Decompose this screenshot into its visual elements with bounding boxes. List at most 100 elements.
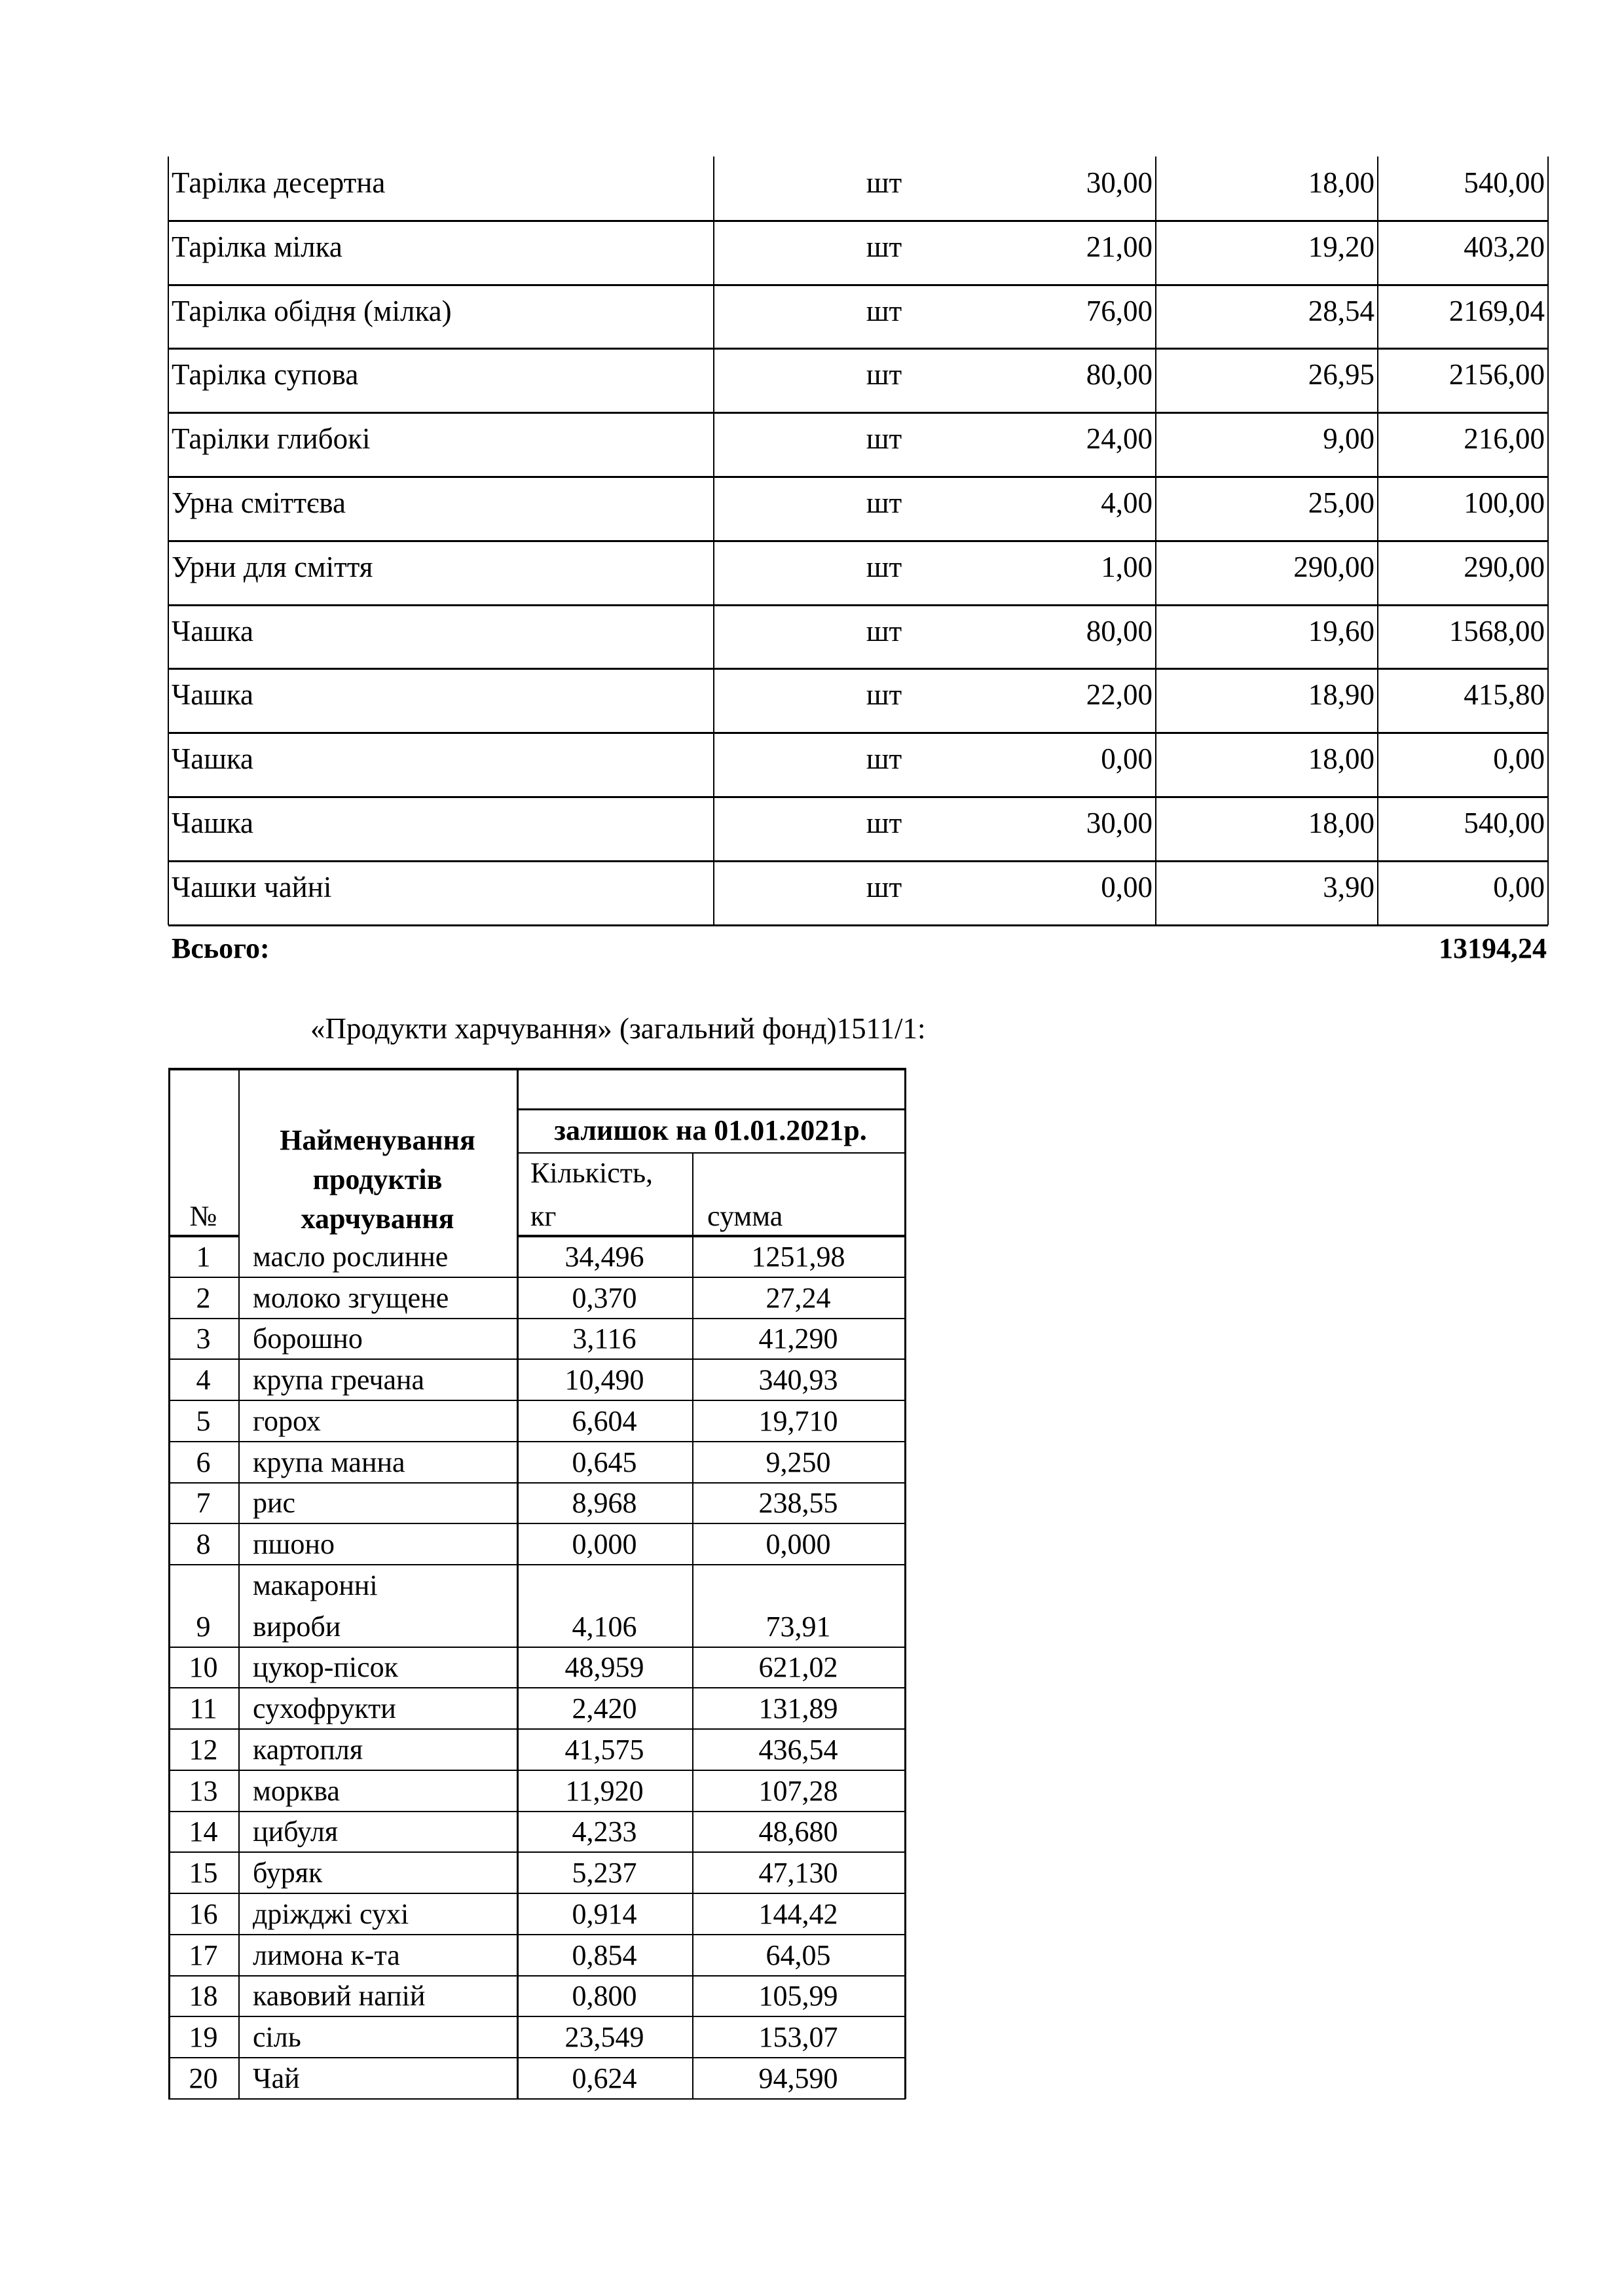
cell-unit: шт [866, 230, 902, 263]
cell-qty: 1,00 [1101, 551, 1153, 583]
cell-n: 19 [189, 2021, 218, 2053]
column-divider [692, 1152, 693, 2099]
cell-n: 8 [196, 1528, 211, 1560]
cell-qty: 24,00 [1086, 422, 1153, 455]
cell-unit: шт [866, 871, 902, 903]
row-divider [168, 348, 1548, 350]
cell-unit: шт [866, 486, 902, 519]
cell-qty: 3,116 [572, 1322, 637, 1355]
cell-sum: 48,680 [758, 1815, 838, 1848]
row-divider [168, 2098, 906, 2100]
cell-sum: 290,00 [1464, 551, 1545, 583]
row-divider [168, 860, 1548, 862]
cell-sum: 107,28 [758, 1775, 838, 1807]
cell-sum: 415,80 [1464, 678, 1545, 711]
row-divider [168, 1235, 238, 1237]
cell-qty: 8,968 [572, 1487, 637, 1519]
cell-sum: 9,250 [766, 1446, 831, 1478]
cell-sum: 0,00 [1493, 871, 1545, 903]
cell-qty: 4,106 [572, 1611, 637, 1643]
row-divider [168, 1358, 906, 1360]
cell-qty: 2,420 [572, 1692, 637, 1724]
cell-unit: шт [866, 807, 902, 839]
cell-n: 4 [196, 1364, 211, 1396]
row-divider [168, 1277, 906, 1278]
cell-sum: 144,42 [758, 1898, 838, 1930]
cell-qty: 0,914 [572, 1898, 637, 1930]
cell-qty: 30,00 [1086, 807, 1153, 839]
row-divider [517, 1108, 904, 1110]
header-number: № [189, 1200, 217, 1232]
cell-sum: 238,55 [758, 1487, 838, 1519]
row-divider [168, 220, 1548, 222]
cell-sum: 100,00 [1464, 486, 1545, 519]
row-divider [168, 604, 1548, 606]
cell-price: 19,20 [1308, 230, 1375, 263]
cell-n: 16 [189, 1898, 218, 1930]
total-label: Всього: [172, 932, 270, 964]
row-divider [168, 1068, 906, 1070]
row-divider [168, 1482, 906, 1484]
cell-sum: 1251,98 [751, 1241, 845, 1273]
cell-name: пшоно [253, 1528, 335, 1560]
cell-qty: 21,00 [1086, 230, 1153, 263]
row-divider [168, 476, 1548, 478]
row-divider [168, 1851, 906, 1853]
cell-sum: 73,91 [766, 1611, 831, 1643]
row-divider [168, 540, 1548, 542]
cell-qty: 80,00 [1086, 615, 1153, 647]
cell-qty: 6,604 [572, 1405, 637, 1437]
cell-name: макаронні [253, 1569, 378, 1601]
cell-n: 17 [189, 1939, 218, 1971]
cell-name: Урна сміттєва [172, 486, 346, 519]
cell-n: 15 [189, 1857, 218, 1889]
cell-qty: 4,00 [1101, 486, 1153, 519]
cell-qty: 5,237 [572, 1857, 637, 1889]
cell-n: 11 [189, 1692, 217, 1724]
cell-name: рис [253, 1487, 296, 1519]
cell-price: 3,90 [1323, 871, 1375, 903]
cell-unit: шт [866, 358, 902, 391]
cell-n: 3 [196, 1322, 211, 1355]
row-divider [168, 1811, 906, 1812]
cell-price: 18,00 [1308, 166, 1375, 199]
row-divider [168, 2016, 906, 2017]
row-divider [168, 412, 1548, 414]
row-divider [168, 1400, 906, 1401]
cell-name: буряк [253, 1857, 323, 1889]
cell-unit: шт [866, 166, 902, 199]
cell-price: 18,00 [1308, 742, 1375, 775]
cell-name: Чашка [172, 615, 254, 647]
cell-n: 18 [189, 1980, 218, 2012]
cell-n: 14 [189, 1815, 218, 1848]
cell-name: Урни для сміття [172, 551, 373, 583]
cell-n: 12 [189, 1734, 218, 1766]
cell-name: лимона к-та [253, 1939, 400, 1971]
row-divider [168, 924, 1548, 926]
cell-unit: шт [866, 615, 902, 647]
cell-name: Тарілка мілка [172, 230, 342, 263]
cell-name: горох [253, 1405, 321, 1437]
cell-qty: 0,800 [572, 1980, 637, 2012]
cell-n: 9 [196, 1611, 211, 1643]
cell-qty: 34,496 [564, 1241, 644, 1273]
column-divider [517, 1068, 519, 2099]
row-divider [168, 1893, 906, 1894]
cell-unit: шт [866, 551, 902, 583]
cell-name: сіль [253, 2021, 301, 2053]
cell-name: крупа гречана [253, 1364, 425, 1396]
cell-name: Тарілки глибокі [172, 422, 371, 455]
cell-name: борошно [253, 1322, 363, 1355]
cell-qty: 0,854 [572, 1939, 637, 1971]
row-divider [168, 1564, 906, 1565]
cell-name: цибуля [253, 1815, 339, 1848]
row-divider [168, 1728, 906, 1730]
cell-qty: 0,370 [572, 1282, 637, 1314]
cell-price: 9,00 [1323, 422, 1375, 455]
cell-qty: 23,549 [564, 2021, 644, 2053]
cell-unit: шт [866, 422, 902, 455]
row-divider [168, 1441, 906, 1442]
cell-price: 25,00 [1308, 486, 1375, 519]
cell-unit: шт [866, 678, 902, 711]
cell-sum: 94,590 [758, 2062, 838, 2094]
